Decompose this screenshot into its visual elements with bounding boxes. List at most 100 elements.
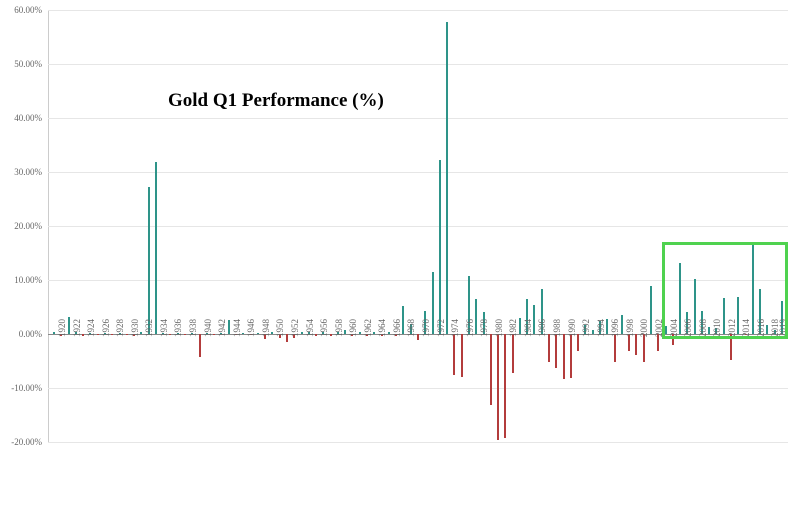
- x-tick-label: 1994: [596, 319, 606, 337]
- bar: [453, 334, 455, 375]
- plot-area: -20.00%-10.00%0.00%10.00%20.00%30.00%40.…: [48, 10, 788, 442]
- bar: [155, 162, 157, 334]
- x-tick-label: 1970: [421, 319, 431, 337]
- bar: [694, 279, 696, 334]
- bar: [148, 187, 150, 334]
- bar: [432, 272, 434, 334]
- x-tick-label: 1950: [275, 319, 285, 337]
- x-tick-label: 1976: [465, 319, 475, 337]
- bar: [242, 333, 244, 334]
- x-tick-label: 2012: [727, 319, 737, 337]
- x-tick-label: 2004: [669, 319, 679, 337]
- bar: [555, 334, 557, 368]
- bar: [548, 334, 550, 362]
- x-tick-label: 2002: [654, 319, 664, 337]
- x-tick-label: 1964: [377, 319, 387, 337]
- bar: [665, 326, 667, 334]
- x-tick-label: 1930: [130, 319, 140, 337]
- bar: [519, 318, 521, 334]
- y-tick-label: 30.00%: [14, 167, 42, 177]
- bar: [315, 334, 317, 336]
- bar: [504, 334, 506, 438]
- x-tick-label: 1926: [101, 319, 111, 337]
- bar: [490, 334, 492, 405]
- x-tick-label: 1998: [625, 319, 635, 337]
- bar: [184, 334, 186, 335]
- y-tick-label: -10.00%: [11, 383, 42, 393]
- bar: [228, 320, 230, 334]
- bar: [126, 334, 128, 335]
- bar: [388, 332, 390, 334]
- bar: [766, 325, 768, 334]
- y-tick-label: 10.00%: [14, 275, 42, 285]
- bar: [730, 334, 732, 360]
- x-tick-label: 1942: [217, 319, 227, 337]
- x-tick-label: 1940: [203, 319, 213, 337]
- x-tick-label: 1986: [537, 319, 547, 337]
- y-tick-label: 50.00%: [14, 59, 42, 69]
- x-tick-label: 1934: [159, 319, 169, 337]
- x-tick-label: 2008: [698, 319, 708, 337]
- bar: [446, 22, 448, 334]
- bar: [723, 298, 725, 334]
- x-tick-label: 1952: [290, 319, 300, 337]
- bar: [402, 306, 404, 334]
- x-tick-label: 1924: [86, 319, 96, 337]
- bar: [592, 330, 594, 334]
- bar: [97, 334, 99, 335]
- x-tick-label: 1932: [144, 319, 154, 337]
- bar: [373, 332, 375, 334]
- bar: [301, 332, 303, 334]
- bar: [643, 334, 645, 362]
- x-tick-label: 1980: [494, 319, 504, 337]
- bar: [708, 327, 710, 334]
- x-tick-label: 1962: [363, 319, 373, 337]
- bar: [497, 334, 499, 440]
- x-tick-label: 1948: [261, 319, 271, 337]
- bar: [512, 334, 514, 373]
- x-tick-label: 1944: [232, 319, 242, 337]
- x-tick-label: 2014: [741, 319, 751, 337]
- x-tick-label: 1960: [348, 319, 358, 337]
- bar: [570, 334, 572, 378]
- bar: [271, 332, 273, 334]
- bar: [213, 334, 215, 335]
- x-tick-label: 1922: [72, 319, 82, 337]
- bar: [53, 332, 55, 334]
- gridline: [48, 442, 788, 443]
- bar: [169, 334, 171, 335]
- bar: [111, 334, 113, 335]
- x-tick-label: 1968: [406, 319, 416, 337]
- bar: [257, 333, 259, 334]
- y-tick-label: 60.00%: [14, 5, 42, 15]
- y-tick-label: 40.00%: [14, 113, 42, 123]
- bar: [635, 334, 637, 355]
- x-tick-label: 1954: [305, 319, 315, 337]
- bar: [439, 160, 441, 334]
- x-tick-label: 1936: [173, 319, 183, 337]
- x-tick-label: 1928: [115, 319, 125, 337]
- y-axis-labels: -20.00%-10.00%0.00%10.00%20.00%30.00%40.…: [0, 10, 44, 442]
- bar: [563, 334, 565, 379]
- x-tick-label: 2010: [712, 319, 722, 337]
- bars: [48, 10, 788, 442]
- y-tick-label: 20.00%: [14, 221, 42, 231]
- x-tick-label: 2000: [639, 319, 649, 337]
- x-tick-label: 1990: [567, 319, 577, 337]
- bar: [359, 332, 361, 334]
- chart-container: -20.00%-10.00%0.00%10.00%20.00%30.00%40.…: [48, 10, 788, 490]
- bar: [650, 286, 652, 334]
- x-tick-label: 1946: [246, 319, 256, 337]
- chart-title: Gold Q1 Performance (%): [168, 90, 384, 112]
- bar: [737, 297, 739, 334]
- bar: [621, 315, 623, 334]
- bar: [199, 334, 201, 357]
- x-tick-label: 1992: [581, 319, 591, 337]
- y-tick-label: 0.00%: [19, 329, 42, 339]
- x-tick-label: 1920: [57, 319, 67, 337]
- bar: [475, 299, 477, 334]
- bar: [417, 334, 419, 340]
- x-tick-label: 1984: [523, 319, 533, 337]
- bar: [533, 305, 535, 334]
- x-tick-label: 1988: [552, 319, 562, 337]
